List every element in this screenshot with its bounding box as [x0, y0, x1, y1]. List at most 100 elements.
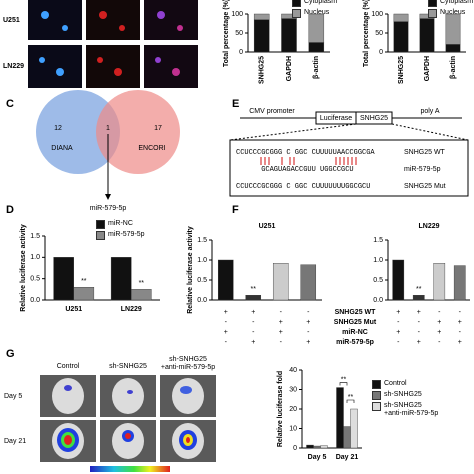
y-tick-label: 1.5	[373, 237, 383, 244]
bar	[350, 408, 358, 449]
legend-label: Cytoplasm	[304, 0, 338, 5]
bar	[433, 263, 446, 301]
table-mark: +	[251, 309, 255, 316]
micrograph	[144, 0, 198, 40]
arrow-head	[105, 194, 111, 200]
insert-label: SNHG25	[360, 115, 388, 122]
table-mark: -	[459, 309, 462, 316]
bioluminescence-images	[40, 375, 216, 462]
table-mark: -	[418, 319, 421, 326]
legend-label: miR-579-5p	[108, 231, 145, 238]
mouse	[112, 378, 144, 414]
y-tick-label: 40	[289, 367, 297, 374]
bar	[300, 264, 317, 301]
legend-entry: miR-579-5p	[96, 231, 145, 240]
table-row-label: SNHG25 Mut	[334, 319, 377, 326]
legend-label: Cytoplasm	[440, 0, 474, 5]
x-tick-label: SNHG25	[259, 56, 266, 84]
y-tick-label: 1.0	[197, 257, 207, 264]
legend: miR-NC miR-579-5p	[96, 220, 145, 242]
table-mark: -	[252, 329, 255, 336]
bar	[453, 265, 466, 301]
sequence: GCAGUAGACCGUU UGGCCGCU	[236, 166, 354, 174]
table-mark: +	[458, 319, 462, 326]
table-mark: -	[459, 329, 462, 336]
table-mark: +	[396, 309, 400, 316]
y-tick-label: 100	[371, 11, 383, 18]
significance-bracket	[346, 399, 355, 403]
table-mark: +	[417, 309, 421, 316]
micrograph	[144, 45, 198, 88]
table-mark: -	[438, 309, 441, 316]
table-mark: -	[418, 329, 421, 336]
bar	[110, 257, 132, 301]
cell	[155, 57, 161, 63]
bar-segment	[445, 44, 461, 53]
bar	[131, 289, 152, 301]
legend-entry: sh-SNHG25	[372, 391, 438, 400]
row-label: U251	[3, 17, 20, 24]
zoom-line	[229, 123, 357, 141]
y-axis-label: Total percentage (%)	[223, 0, 230, 67]
polya-label: poly A	[420, 108, 439, 115]
bar	[343, 426, 351, 449]
panel-label: E	[232, 98, 239, 110]
y-tick-label: 100	[231, 11, 243, 18]
cell	[41, 11, 49, 19]
panel-label: C	[6, 98, 14, 110]
panel-label: F	[232, 204, 239, 216]
legend-entry: Nucleus	[428, 9, 473, 18]
bar	[306, 444, 314, 449]
bar-segment	[281, 18, 297, 53]
sequence-name: miR-579-5p	[404, 166, 441, 173]
legend-swatch	[372, 391, 381, 400]
venn-circle	[96, 90, 180, 174]
row-label: LN229	[3, 63, 24, 70]
table-mark: +	[417, 339, 421, 346]
cell	[114, 68, 122, 76]
y-tick-label: 10	[289, 425, 297, 432]
table-mark: -	[307, 329, 310, 336]
bar	[53, 257, 74, 301]
mouse	[172, 378, 204, 414]
legend-swatch	[292, 0, 301, 7]
y-tick-label: 0.5	[197, 277, 207, 284]
zoom-line	[391, 123, 469, 141]
table-mark: +	[306, 319, 310, 326]
y-tick-label: 0	[379, 49, 383, 56]
venn-count: 17	[154, 125, 162, 132]
panel-label: D	[6, 204, 14, 216]
significance: **	[251, 286, 257, 293]
legend: Cytoplasm Nucleus	[292, 0, 337, 20]
mouse	[52, 378, 84, 414]
legend: Cytoplasm Nucleus	[428, 0, 473, 20]
table-mark: -	[280, 309, 283, 316]
bar	[272, 263, 289, 301]
x-tick-label: LN229	[121, 306, 142, 313]
y-tick-label: 0.0	[373, 297, 383, 304]
significance: **	[139, 280, 145, 287]
cell	[119, 25, 125, 31]
bar-segment	[419, 18, 435, 53]
x-tick-label: GAPDH	[424, 56, 431, 81]
table-row-label: SNHG25 WT	[335, 309, 377, 316]
table-row-label: miR-NC	[342, 329, 368, 336]
micrograph	[28, 45, 82, 88]
table-mark: -	[397, 339, 400, 346]
bar	[313, 445, 321, 449]
legend-label: Nucleus	[440, 9, 466, 16]
bar-segment	[253, 13, 270, 20]
y-tick-label: 0.5	[30, 276, 40, 283]
table-row-label: miR-579-5p	[336, 339, 374, 346]
y-tick-label: 0.0	[197, 297, 207, 304]
y-tick-label: 1.5	[30, 233, 40, 240]
day-label: Day 21	[4, 438, 26, 445]
legend-swatch	[372, 402, 381, 411]
legend-swatch	[372, 380, 381, 389]
base-pairing	[260, 157, 357, 165]
x-tick-label: Day 21	[336, 454, 359, 461]
sequence: CCUCCCGCGGG C GGC CUUUUUAACCGGCGA	[236, 149, 375, 157]
venn-circle	[36, 90, 120, 174]
table-mark: +	[279, 329, 283, 336]
